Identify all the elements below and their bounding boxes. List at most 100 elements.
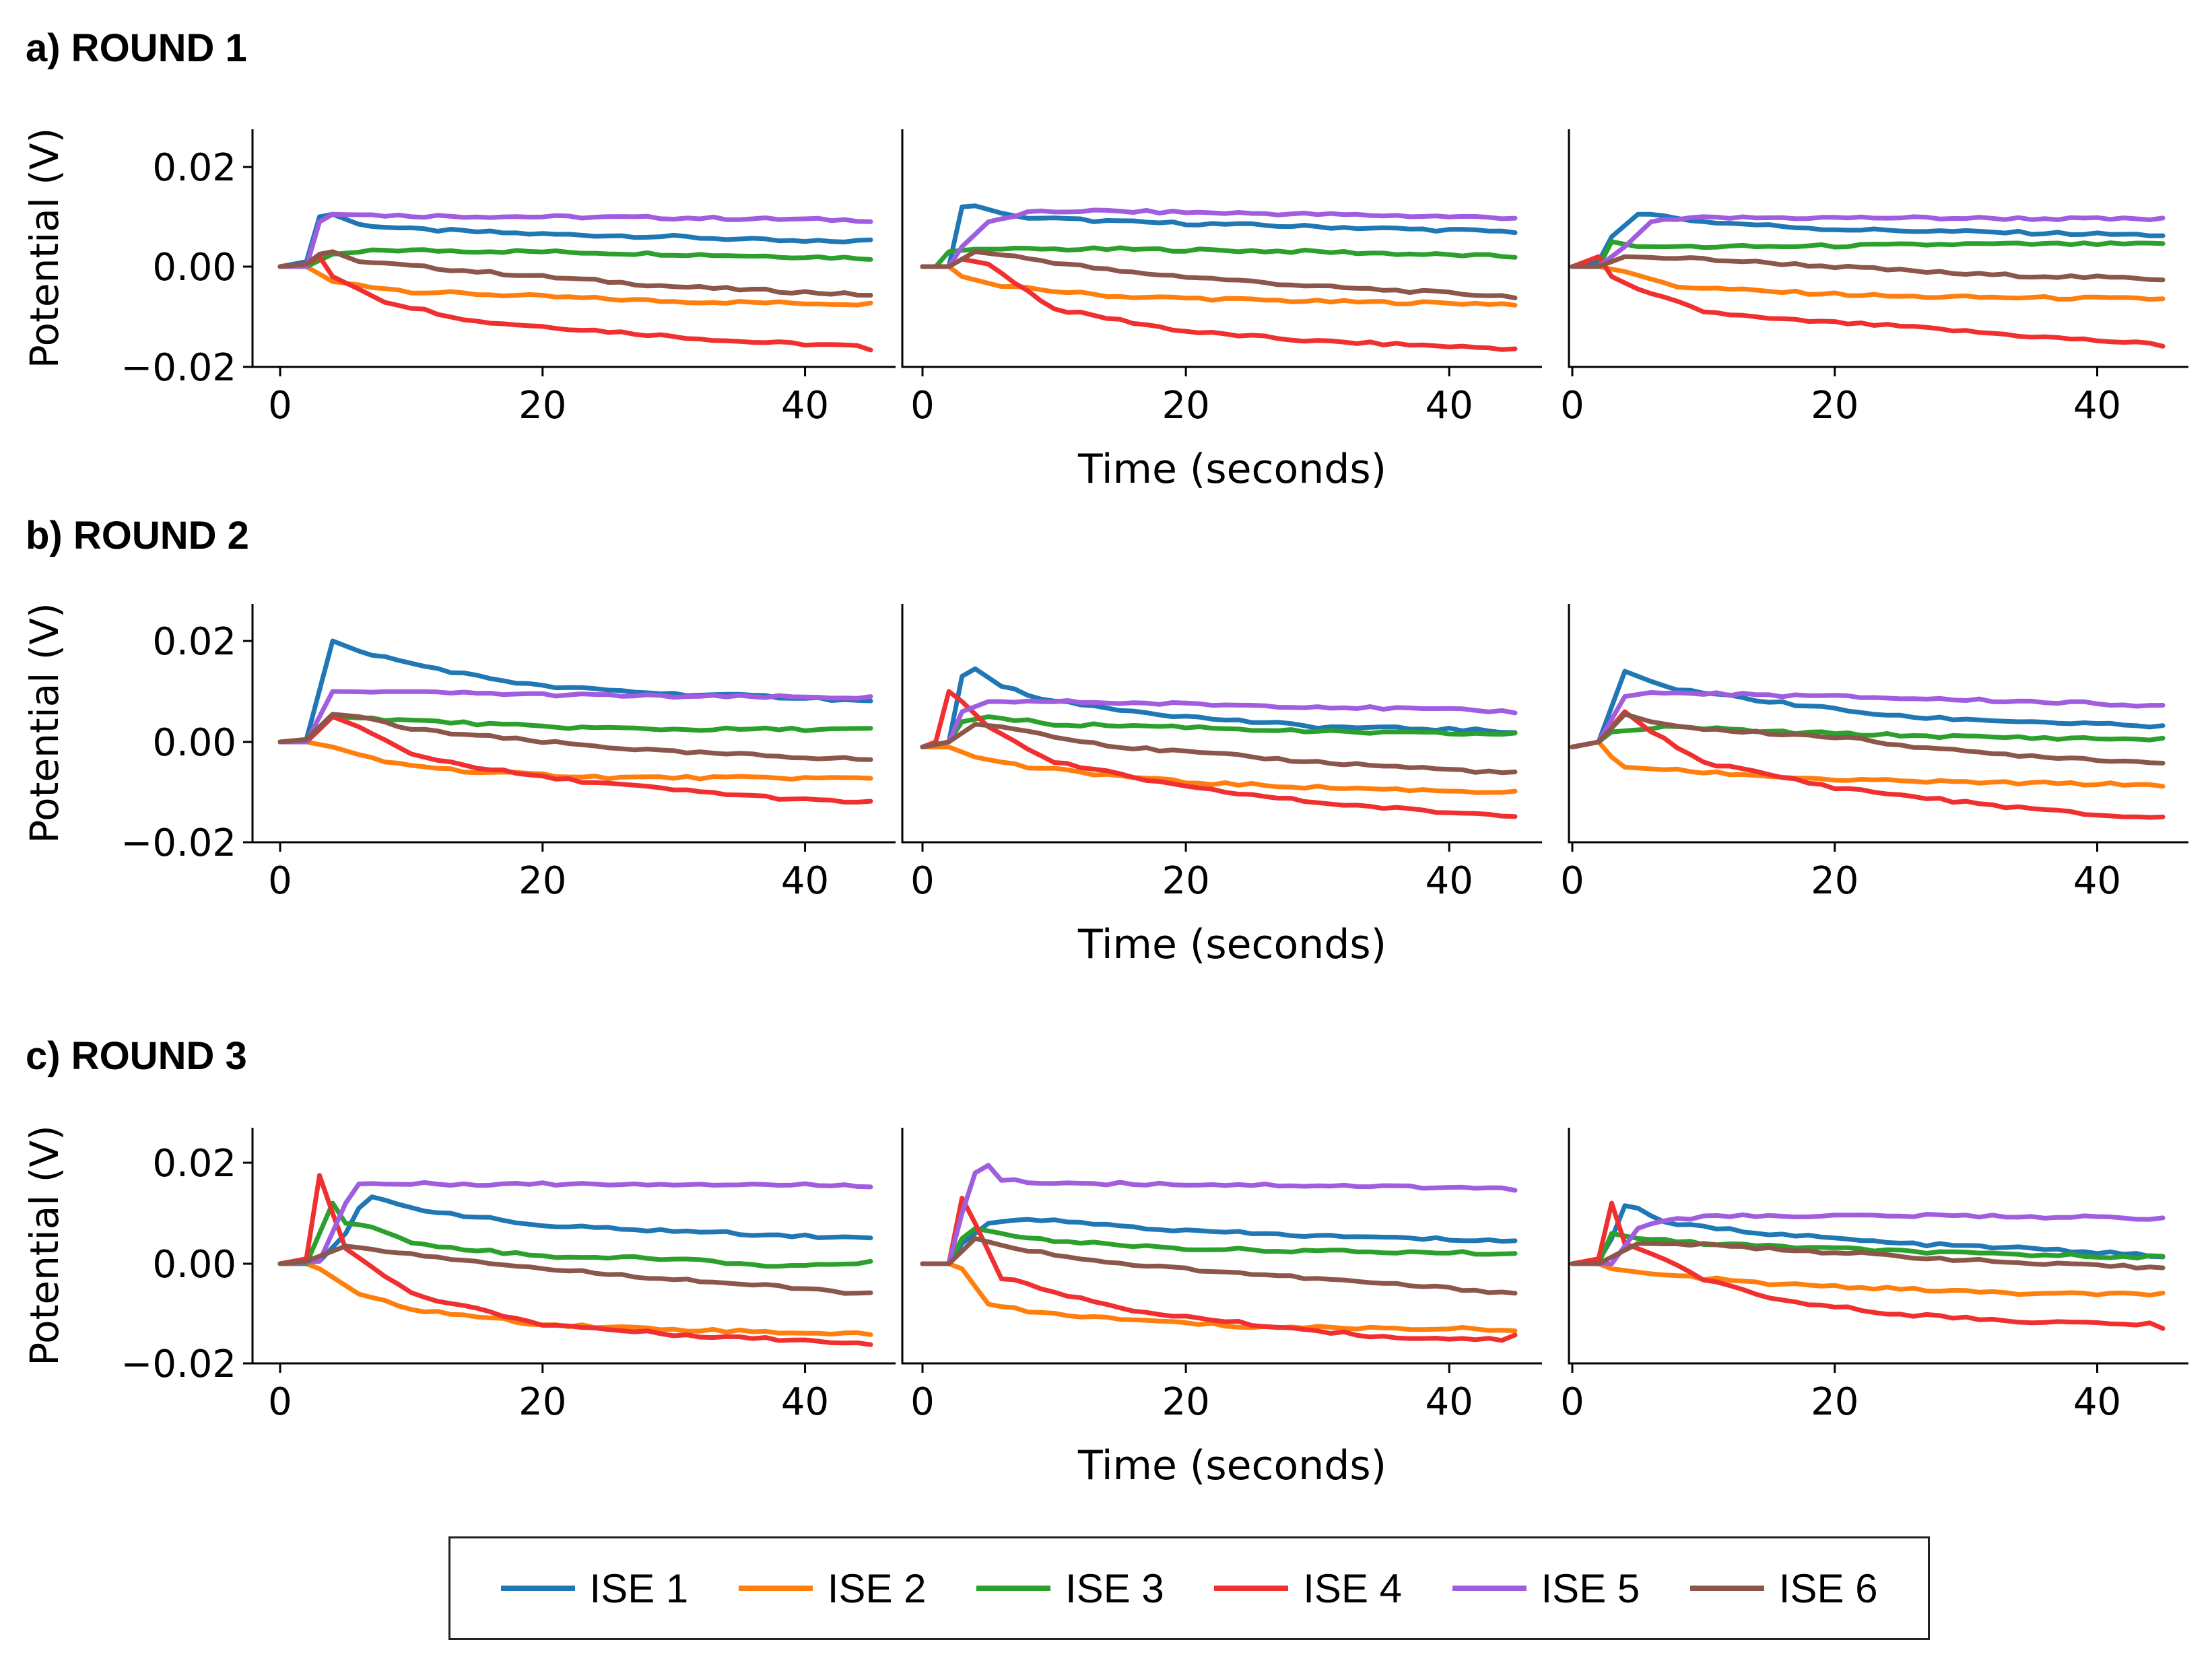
x-tick-label: 20 [518,859,566,903]
round-2-title: b) ROUND 2 [26,514,249,557]
legend: ISE 1 ISE 2 ISE 3 ISE 4 ISE 5 ISE 6 [448,1536,1930,1640]
series-line-ise-2 [277,739,873,782]
legend-item-ise-4: ISE 4 [1214,1565,1402,1612]
x-tick-label: 40 [781,859,829,903]
y-tick-label: −0.02 [121,1343,236,1386]
series-line-ise-4 [1570,709,2166,820]
series-line-ise-2 [920,1261,1518,1334]
legend-label-ise-5: ISE 5 [1541,1565,1640,1611]
x-tick-label: 20 [1811,1380,1858,1424]
x-tick-label: 0 [1560,384,1584,428]
series-line-ise-6 [1570,1241,2166,1270]
series-line-ise-5 [1570,690,2166,749]
y-tick-label: 0.00 [152,246,236,290]
legend-label-ise-4: ISE 4 [1303,1565,1402,1611]
legend-label-ise-6: ISE 6 [1778,1565,1878,1611]
series-line-ise-6 [277,1244,873,1296]
series-line-ise-4 [277,1173,873,1347]
legend-swatch-ise-5 [1452,1586,1527,1591]
series-line-ise-2 [920,745,1518,795]
x-tick-label: 20 [518,1380,566,1424]
legend-swatch-ise-6 [1689,1586,1764,1591]
y-axis-label: Potential (V) [22,1125,67,1365]
series-line-ise-5 [1570,1212,2166,1266]
series-line-ise-3 [277,247,873,269]
panel-round1-col2: 0 20 40 Time (seconds) [901,129,1542,493]
panel-round1-col1: 0 20 40 0.02 0.00 −0.02 Potential (V) [22,128,896,428]
series-line-ise-4 [277,714,873,805]
legend-item-ise-5: ISE 5 [1452,1565,1640,1612]
legend-swatch-ise-1 [500,1586,575,1591]
series-line-ise-4 [277,254,873,353]
series-line-ise-2 [277,264,873,308]
series-line-ise-2 [1570,739,2166,789]
x-tick-label: 20 [1811,859,1858,903]
x-tick-label: 40 [2073,859,2121,903]
x-tick-label: 40 [1426,384,1473,428]
x-tick-label: 0 [268,1380,292,1424]
x-tick-label: 40 [1426,859,1473,903]
series-line-ise-2 [920,264,1518,308]
panel-round3-col3: 0 20 40 [1560,1128,2188,1424]
x-tick-label: 40 [1426,1380,1473,1424]
legend-item-ise-1: ISE 1 [500,1565,688,1612]
x-tick-label: 0 [1560,859,1584,903]
legend-swatch-ise-3 [976,1586,1050,1591]
x-axis-label: Time (seconds) [1077,446,1386,493]
y-tick-label: 0.02 [152,146,236,190]
x-tick-label: 40 [2073,1380,2121,1424]
series-line-ise-5 [920,1163,1518,1266]
series-line-ise-2 [1570,264,2166,302]
series-line-ise-5 [920,698,1518,749]
series-line-ise-5 [277,1180,873,1266]
series-line-ise-3 [1570,1231,2166,1266]
series-line-ise-3 [920,245,1518,269]
series-line-ise-1 [277,211,873,269]
series-line-ise-6 [1570,254,2166,283]
series-line-ise-1 [1570,1203,2166,1266]
series-line-ise-5 [920,207,1518,269]
legend-item-ise-3: ISE 3 [976,1565,1164,1612]
series-line-ise-4 [1570,254,2166,349]
x-tick-label: 0 [910,859,935,903]
series-line-ise-5 [277,689,873,745]
x-tick-label: 40 [781,1380,829,1424]
series-line-ise-2 [1570,1261,2166,1298]
panel-round1-col3: 0 20 40 [1560,129,2188,428]
series-line-ise-6 [277,249,873,298]
x-tick-label: 20 [1162,384,1209,428]
series-line-ise-3 [1570,239,2166,269]
legend-item-ise-6: ISE 6 [1689,1565,1878,1612]
series-line-ise-3 [920,714,1518,749]
x-tick-label: 20 [518,384,566,428]
series-line-ise-2 [277,1261,873,1337]
x-tick-label: 20 [1162,1380,1209,1424]
series-line-ise-6 [920,722,1518,776]
series-line-ise-5 [277,211,873,269]
x-axis-label: Time (seconds) [1077,1442,1386,1489]
series-line-ise-1 [920,1217,1518,1266]
series-line-ise-4 [920,257,1518,352]
series-line-ise-3 [920,1226,1518,1266]
series-line-ise-1 [1570,211,2166,269]
x-tick-label: 0 [268,384,292,428]
x-tick-label: 0 [268,859,292,903]
series-line-ise-4 [920,689,1518,819]
x-tick-label: 0 [1560,1380,1584,1424]
y-tick-label: 0.02 [152,620,236,664]
x-tick-label: 20 [1811,384,1858,428]
series-line-ise-6 [277,712,873,762]
y-tick-label: −0.02 [121,346,236,390]
series-line-ise-6 [1570,712,2166,766]
y-tick-label: 0.00 [152,721,236,765]
panel-round2-col3: 0 20 40 [1560,604,2188,903]
panel-round3-col1: 0 20 40 0.02 0.00 −0.02 Potential (V) [22,1125,896,1424]
x-tick-label: 40 [2073,384,2121,428]
x-tick-label: 20 [1162,859,1209,903]
x-tick-label: 0 [910,384,935,428]
y-tick-label: 0.02 [152,1142,236,1186]
series-line-ise-1 [1570,669,2166,749]
plots-layer: 0 20 40 0.02 0.00 −0.02 Potential (V) 0 20 40 Time… [22,128,2188,1489]
x-tick-label: 40 [781,384,829,428]
